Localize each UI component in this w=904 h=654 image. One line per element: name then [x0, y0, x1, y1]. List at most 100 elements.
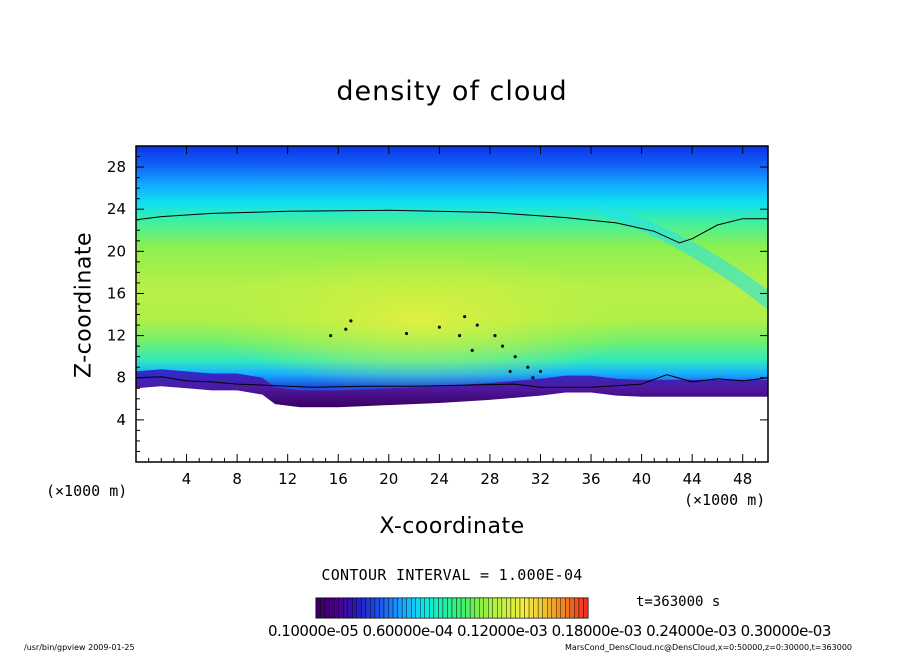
colorbar-cell [501, 597, 507, 619]
colorbar [315, 597, 589, 619]
time-label: t=363000 s [636, 594, 721, 610]
colorbar-cell [370, 597, 376, 619]
colorbar-cell [474, 597, 480, 619]
colorbar-cell [406, 597, 412, 619]
colorbar-cell [329, 597, 335, 619]
field-core [210, 250, 630, 390]
contour-speck [475, 323, 479, 327]
contour-speck [513, 355, 517, 359]
x-tick-label: 48 [733, 470, 752, 488]
contour-base [136, 374, 768, 388]
colorbar-cell [401, 597, 407, 619]
contour-speck [470, 348, 474, 352]
colorbar-cell [347, 597, 353, 619]
colorbar-cell [551, 597, 557, 619]
contour-speck [463, 315, 467, 319]
y-tick-label: 24 [107, 200, 126, 218]
colorbar-cell [315, 597, 321, 619]
colorbar-cell [397, 597, 403, 619]
y-tick-label: 16 [107, 284, 126, 302]
colorbar-cell [433, 597, 439, 619]
colorbar-tick-labels: 0.10000e-05 0.60000e-04 0.12000e-03 0.18… [268, 622, 831, 640]
colorbar-cell [528, 597, 534, 619]
colorbar-cell [565, 597, 571, 619]
x-tick-label: 4 [182, 470, 192, 488]
contour-speck [500, 344, 505, 348]
colorbar-cell [333, 597, 339, 619]
contour-speck [329, 334, 333, 338]
colorbar-cell [374, 597, 380, 619]
contour-speck [349, 319, 353, 323]
field-band [600, 205, 768, 310]
colorbar-cell [379, 597, 385, 619]
contour-speck [508, 369, 512, 374]
colorbar-cell [352, 597, 357, 619]
colorbar-cell [510, 597, 516, 619]
colorbar-cell [338, 597, 344, 619]
contour-interval-label: CONTOUR INTERVAL = 1.000E-04 [321, 566, 583, 584]
y-tick-label: 28 [107, 158, 126, 176]
footer-right: MarsCond_DensCloud.nc@DensCloud,x=0:5000… [564, 643, 852, 652]
colorbar-cell [415, 597, 421, 619]
colorbar-cell [424, 597, 430, 619]
colorbar-cell [542, 597, 548, 619]
colorbar-cell [569, 597, 575, 619]
colorbar-cell [356, 597, 362, 619]
x-tick-label: 32 [531, 470, 550, 488]
contour-speck [538, 369, 543, 374]
colorbar-cell [506, 597, 512, 619]
colorbar-cell [442, 597, 448, 619]
colorbar-cell [515, 597, 521, 619]
contour-lines [136, 209, 768, 388]
colorbar-cell [465, 597, 471, 619]
footer-left: /usr/bin/gpview 2009-01-25 [24, 643, 135, 652]
chart-title: density of cloud [336, 76, 568, 107]
contour-speck [531, 376, 535, 380]
x-tick-label: 28 [480, 470, 499, 488]
y-tick-label: 12 [107, 327, 126, 345]
colorbar-cell [324, 597, 330, 619]
x-tick-label: 44 [683, 470, 702, 488]
contour-speck [493, 334, 497, 338]
colorbar-cell [497, 597, 503, 619]
colorbar-cell [533, 597, 539, 619]
colorbar-cell [483, 597, 489, 619]
colorbar-cell [456, 597, 462, 619]
cloud-free-region [136, 386, 768, 462]
contour-specks [329, 315, 543, 380]
colorbar-cell [583, 597, 589, 619]
x-tick-label: 24 [430, 470, 449, 488]
y-tick-label: 8 [116, 369, 126, 387]
colorbar-cell [460, 597, 466, 619]
colorbar-cell [519, 597, 525, 619]
contour-speck [404, 331, 409, 336]
colorbar-cell [524, 597, 530, 619]
colorbar-cell [392, 597, 398, 619]
contour-speck [344, 327, 348, 331]
x-tick-label: 40 [632, 470, 651, 488]
y-tick-label: 20 [107, 242, 126, 260]
colorbar-cell [578, 597, 584, 619]
colorbar-cell [560, 597, 566, 619]
contour-speck [526, 365, 530, 369]
y-unit-label: (×1000 m) [46, 482, 128, 500]
colorbar-cell [447, 597, 453, 619]
y-tick-label: 4 [116, 411, 126, 429]
colorbar-cell [429, 597, 435, 619]
colorbar-cell [574, 597, 580, 619]
density-field [136, 146, 768, 462]
colorbar-cell [479, 597, 484, 619]
x-axis: 4 8 12 16 20 24 28 32 36 40 44 48 [148, 146, 756, 488]
x-tick-label: 20 [379, 470, 398, 488]
x-tick-label: 36 [581, 470, 600, 488]
y-axis-label: Z-coordinate [71, 232, 97, 378]
colorbar-cell [547, 597, 552, 619]
colorbar-cell [488, 597, 493, 619]
colorbar-cell [388, 597, 394, 619]
colorbar-cell [451, 597, 457, 619]
colorbar-cell [420, 597, 425, 619]
colorbar-cell [343, 597, 348, 619]
x-unit-label: (×1000 m) [684, 491, 766, 509]
colorbar-cell [365, 597, 371, 619]
